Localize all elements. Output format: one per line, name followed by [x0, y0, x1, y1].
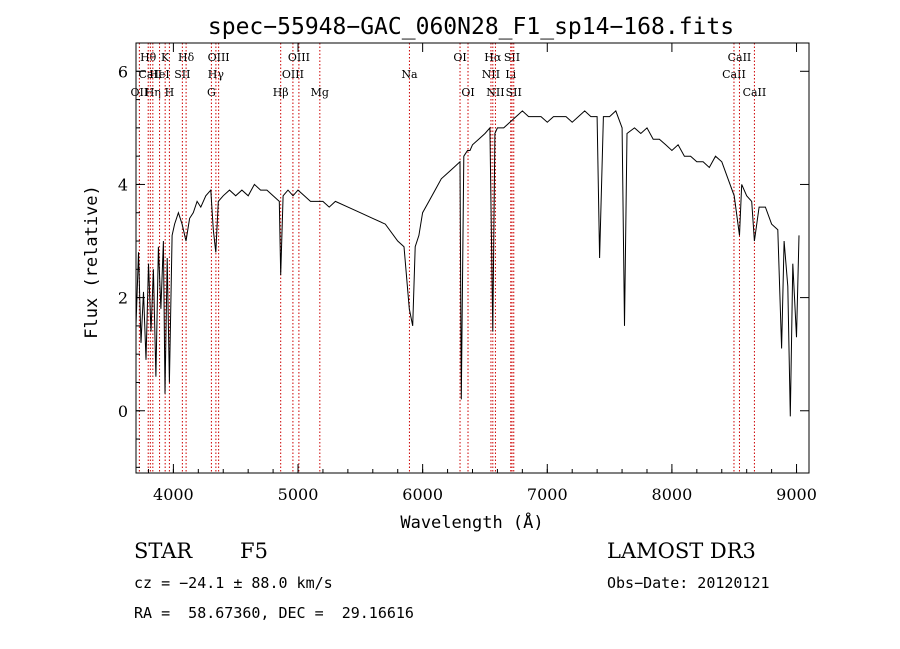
spectral-line-label: CaII: [743, 86, 767, 99]
spectral-line-label: Na: [401, 68, 418, 81]
spectral-line-label: G: [207, 86, 216, 99]
spectral-line-label: Hθ: [140, 51, 157, 64]
spectral-line-label: Mg: [311, 86, 329, 99]
plot-frame: [135, 42, 810, 474]
spectral-line-label: OIII: [282, 68, 304, 81]
spectral-line-label: CaII: [722, 68, 746, 81]
x-tick-label: 4000: [153, 485, 194, 504]
spectral-line-label: Hδ: [178, 51, 195, 64]
chart-title: spec−55948−GAC_060N28_F1_sp14−168.fits: [208, 14, 734, 40]
subclass: F5: [240, 539, 268, 563]
spectral-line-label: CaII: [728, 51, 752, 64]
x-tick-label: 7000: [527, 485, 568, 504]
coordinates: RA = 58.67360, DEC = 29.16616: [134, 604, 414, 622]
redshift-velocity: cz = −24.1 ± 88.0 km/s: [134, 574, 333, 592]
spectrum-line: [135, 110, 800, 417]
spectral-line-label: SII: [174, 68, 190, 81]
spectral-line-label: K: [161, 51, 170, 64]
axis-ticks: 4000 5000 6000 7000 8000 9000 0 2 4 6: [118, 42, 817, 504]
spectral-line-label: OIII: [288, 51, 310, 64]
y-axis-label: Flux (relative): [82, 185, 102, 339]
spectral-line-label: SII: [506, 86, 522, 99]
survey-name: LAMOST DR3: [607, 539, 756, 563]
spectral-line-label: H: [165, 86, 175, 99]
spectral-line-label: Hα: [484, 51, 502, 64]
x-tick-label: 6000: [402, 485, 443, 504]
y-tick-label: 6: [118, 62, 128, 81]
x-tick-label: 9000: [776, 485, 817, 504]
x-axis-label: Wavelength (Å): [400, 511, 543, 533]
spectral-line-label: Hβ: [273, 86, 289, 99]
spectrum-series: [135, 110, 800, 417]
spectral-line-label: Hγ: [208, 68, 225, 81]
x-tick-label: 5000: [278, 485, 319, 504]
spectral-line-label: HeI: [149, 68, 169, 81]
spectral-line-label: OIII: [208, 51, 230, 64]
y-tick-label: 4: [118, 175, 128, 194]
y-tick-label: 0: [118, 402, 128, 421]
spectral-line-label: SII: [504, 51, 520, 64]
x-tick-label: 8000: [652, 485, 693, 504]
spectral-line-label: OI: [453, 51, 466, 64]
spectral-line-label: OI: [461, 86, 474, 99]
spectral-line-label: NII: [486, 86, 504, 99]
line-markers: OII Hθ Hη CaII HeI K H SII Hδ G Hγ OIII Hβ OIII OIII Mg…: [131, 43, 767, 473]
spectral-line-label: NII: [482, 68, 500, 81]
object-type: STAR: [134, 539, 193, 563]
spectral-line-label: Li: [505, 68, 516, 81]
y-tick-label: 2: [118, 289, 128, 308]
observation-date: Obs−Date: 20120121: [607, 574, 770, 592]
spectral-line-label: Hη: [145, 86, 161, 99]
spectral-line-label: OII: [131, 86, 149, 99]
